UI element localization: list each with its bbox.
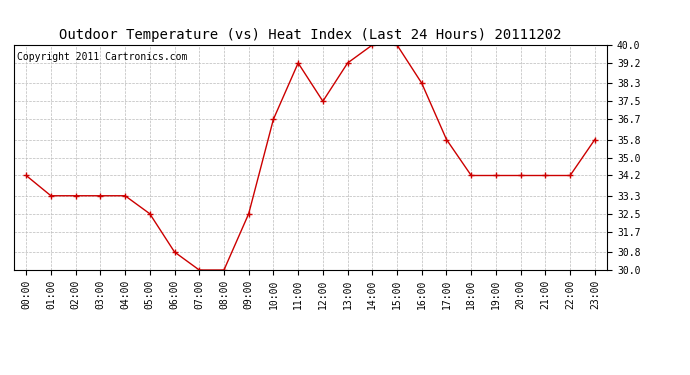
Text: Copyright 2011 Cartronics.com: Copyright 2011 Cartronics.com bbox=[17, 52, 187, 62]
Title: Outdoor Temperature (vs) Heat Index (Last 24 Hours) 20111202: Outdoor Temperature (vs) Heat Index (Las… bbox=[59, 28, 562, 42]
